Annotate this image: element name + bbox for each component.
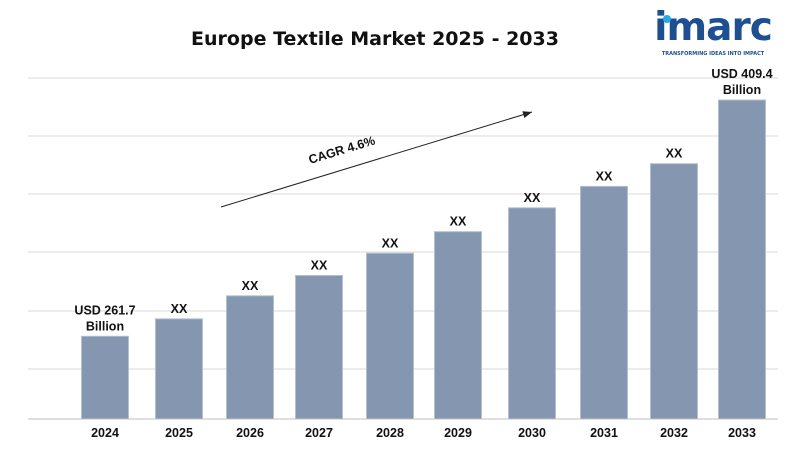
value-label-line: XX (171, 302, 188, 316)
x-tick-2024: 2024 (91, 426, 119, 440)
bar-2032 (650, 163, 698, 420)
arrow-head-icon (522, 111, 532, 118)
value-label-2024: USD 261.7 Billion (74, 303, 135, 333)
value-label-line: XX (450, 215, 467, 229)
x-tick-2025: 2025 (165, 426, 193, 440)
x-tick-2027: 2027 (305, 426, 333, 440)
value-label-line: XX (242, 279, 259, 293)
x-tick-2026: 2026 (236, 426, 264, 440)
value-label-2029: XX (450, 215, 467, 229)
cagr-label: CAGR 4.6% (307, 133, 377, 166)
bar-2026 (226, 295, 274, 420)
value-label-2027: XX (311, 258, 328, 272)
bar-2030 (508, 207, 556, 420)
logo-tagline: TRANSFORMING IDEAS INTO IMPACT (661, 51, 765, 57)
bar-2033 (718, 99, 766, 420)
value-labels: USD 261.7 Billion XX XX XX XX XX XX XX XX USD 409.… (74, 67, 772, 333)
value-label-line: XX (311, 258, 328, 272)
x-tick-2033: 2033 (728, 426, 756, 440)
value-label-2025: XX (171, 302, 188, 316)
value-label-2026: XX (242, 279, 259, 293)
imarc-logo: imarc TRANSFORMING IDEAS INTO IMPACT (648, 6, 778, 62)
value-label-line: Billion (723, 83, 761, 97)
value-label-2030: XX (524, 191, 541, 205)
chart-title: Europe Textile Market 2025 - 2033 (191, 28, 559, 50)
x-tick-labels: 2024 2025 2026 2027 2028 2029 2030 2031 2032 2033 (91, 426, 756, 440)
value-label-line: XX (524, 191, 541, 205)
value-label-2031: XX (596, 169, 613, 183)
logo-wordmark: imarc (654, 5, 773, 50)
value-label-line: XX (666, 147, 683, 161)
cagr-arrow-icon (220, 111, 533, 208)
bar-2025 (155, 318, 203, 420)
x-tick-2031: 2031 (590, 426, 618, 440)
value-label-2032: XX (666, 147, 683, 161)
value-label-line: XX (382, 236, 399, 250)
x-tick-2030: 2030 (518, 426, 546, 440)
bars (81, 99, 766, 420)
value-label-2028: XX (382, 236, 399, 250)
x-tick-2029: 2029 (444, 426, 472, 440)
logo-dot-icon (663, 15, 671, 23)
x-tick-2028: 2028 (376, 426, 404, 440)
cagr-annotation: CAGR 4.6% (220, 111, 533, 208)
value-label-line: USD 409.4 (711, 67, 772, 81)
value-label-line: Billion (86, 319, 124, 333)
bar-2029 (434, 231, 482, 420)
bar-2028 (366, 252, 414, 420)
bar-2031 (580, 185, 628, 420)
value-label-2033: USD 409.4 Billion (711, 67, 772, 97)
bar-2024 (81, 335, 129, 420)
value-label-line: XX (596, 169, 613, 183)
bar-2027 (295, 274, 343, 420)
x-tick-2032: 2032 (660, 426, 688, 440)
value-label-line: USD 261.7 (74, 303, 135, 317)
